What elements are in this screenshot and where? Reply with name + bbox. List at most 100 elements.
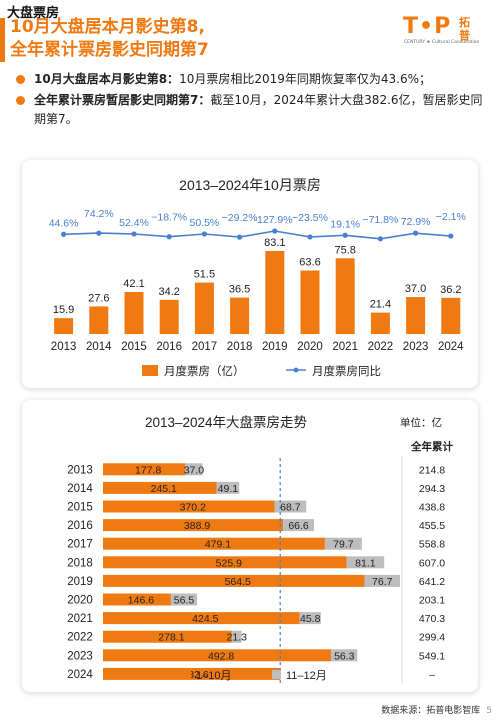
legend-swatch-nov-dec [272, 670, 281, 679]
total-value: 455.5 [419, 520, 445, 532]
bar-label-jan-oct: 564.5 [225, 576, 251, 588]
bar-nov-dec [274, 500, 307, 513]
y-tick-label: 2019 [67, 576, 93, 588]
x-tick-label: 2013 [51, 341, 77, 353]
x-tick-label: 2019 [262, 341, 288, 353]
total-value: 299.4 [419, 632, 445, 644]
y-tick-label: 2023 [67, 650, 93, 662]
bar-nov-dec [231, 630, 242, 643]
brand-logo: T•P CENTURY ★ Cultural Consultation 拓普 [403, 14, 495, 50]
yoy-line [63, 230, 451, 240]
y-tick-label: 2021 [67, 613, 93, 625]
bar-nov-dec [216, 481, 240, 494]
bar-jan-oct [103, 574, 365, 587]
yoy-label: 44.6% [49, 217, 79, 229]
total-value: 607.0 [419, 557, 445, 569]
bullet-list: 10月大盘居本月影史第8：10月票房相比2019年同期恢复率仅为43.6%； 全… [14, 70, 494, 131]
y-tick-label: 2018 [67, 557, 93, 569]
bar-nov-dec [283, 519, 314, 532]
legend-label-jan-oct: 1–10月 [196, 670, 231, 682]
bar-label-nov-dec: 49.1 [218, 483, 239, 495]
bar [300, 270, 320, 334]
yoy-point [342, 232, 348, 238]
bar-nov-dec [170, 593, 198, 606]
legend-swatch-bars [142, 365, 158, 376]
bar-nov-dec [364, 574, 400, 587]
bar-label-jan-oct: 146.6 [128, 595, 154, 607]
total-value: 549.1 [419, 650, 445, 662]
yoy-point [307, 234, 313, 240]
bar [230, 297, 250, 334]
yoy-point [201, 231, 207, 237]
bullet-item: 全年累计票房暂居影史同期第7：截至10月，2024年累计大盘382.6亿，暂居影… [14, 91, 494, 129]
yoy-label: −23.5% [292, 212, 328, 224]
yoy-label: −29.2% [222, 212, 258, 224]
yoy-point [413, 230, 419, 236]
bar-label-jan-oct: 479.1 [205, 539, 231, 551]
bar-label-jan-oct: 525.9 [216, 557, 242, 569]
bar [159, 299, 179, 334]
bar-value-label: 36.2 [440, 284, 461, 296]
bar [124, 291, 144, 334]
x-tick-label: 2021 [332, 341, 358, 353]
yoy-point [61, 231, 67, 237]
bullet-lead: 全年累计票房暂居影史同期第7： [34, 93, 211, 107]
yoy-label: 19.1% [330, 218, 360, 230]
bar-value-label: 36.5 [229, 284, 250, 296]
bar-label-nov-dec: 37.0 [184, 464, 205, 476]
x-tick-label: 2023 [403, 341, 429, 353]
legend-swatch-jan-oct [182, 670, 191, 679]
bullet-lead: 10月大盘居本月影史第8： [34, 72, 180, 86]
bar-value-label: 37.0 [405, 283, 426, 295]
y-tick-label: 2024 [67, 669, 93, 681]
yoy-label: −2.1% [436, 211, 466, 223]
x-tick-label: 2016 [156, 341, 182, 353]
bar-label-nov-dec: 79.7 [333, 539, 354, 551]
headline-line-1: 10月大盘居本月影史第8, [10, 17, 205, 37]
x-tick-label: 2014 [86, 341, 112, 353]
yoy-label: 127.9% [257, 214, 293, 226]
section-label: 大盘票房 [7, 6, 60, 21]
bar-label-nov-dec: 21.3 [227, 632, 248, 644]
bar-jan-oct [103, 649, 332, 662]
total-value: 438.8 [419, 502, 445, 514]
headline-line-2: 全年累计票房影史同期第7 [10, 40, 209, 60]
accent-bar [0, 18, 5, 62]
yoy-point [96, 230, 102, 236]
y-tick-label: 2020 [67, 595, 93, 607]
bar-nov-dec [185, 463, 203, 476]
bar-label-nov-dec: 56.5 [174, 595, 195, 607]
bar-jan-oct [103, 500, 275, 513]
source-note: 数据来源：拓普电影智库 [381, 706, 481, 716]
headline: 10月大盘居本月影史第8, 全年累计票房影史同期第7 [10, 16, 209, 62]
yoy-point [272, 228, 278, 234]
page-number: 5 [486, 706, 492, 716]
bar-label-jan-oct: 492.8 [208, 650, 234, 662]
x-tick-label: 2015 [121, 341, 147, 353]
bar-label-jan-oct: 424.5 [192, 613, 218, 625]
bullet-dot-icon [16, 75, 25, 84]
x-tick-label: 2018 [227, 341, 253, 353]
bar-label-jan-oct: 177.8 [135, 464, 161, 476]
chart-title: 2013–2024年大盘票房走势 [145, 414, 307, 430]
bar-jan-oct [103, 556, 347, 569]
bar-jan-oct [103, 537, 325, 550]
bar [406, 297, 426, 334]
y-tick-label: 2013 [67, 464, 93, 476]
bar [194, 282, 214, 334]
bar [265, 251, 285, 334]
bar-nov-dec [331, 649, 358, 662]
yoy-label: 50.5% [190, 217, 220, 229]
bar-label-nov-dec: 45.8 [300, 613, 321, 625]
bar-jan-oct [103, 630, 232, 643]
footer: 数据来源：拓普电影智库 5 [381, 703, 492, 716]
bar-value-label: 21.4 [370, 299, 391, 311]
bar-value-label: 83.1 [264, 237, 285, 249]
total-value: – [429, 669, 435, 681]
bar-value-label: 34.2 [158, 286, 179, 298]
total-value: 641.2 [419, 576, 445, 588]
logo-wordmark: T•P [403, 14, 452, 39]
yoy-point [237, 234, 243, 240]
